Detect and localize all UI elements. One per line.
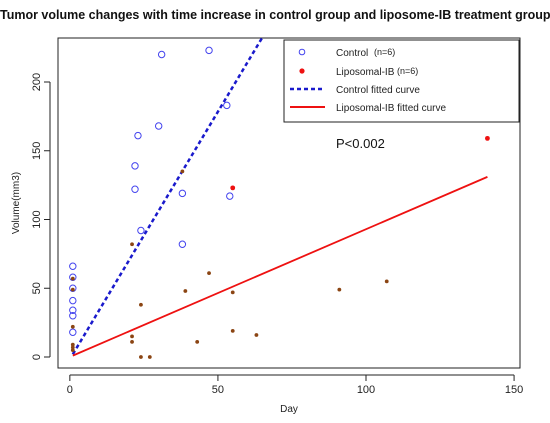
liposomal-point [147, 355, 152, 359]
control-point [137, 226, 145, 235]
axes: 0 50 100 150 0 50 100 150 200 [31, 73, 523, 396]
control-point [69, 312, 77, 320]
control-point [178, 240, 187, 248]
control-point [69, 296, 77, 305]
legend-control-marker [298, 48, 306, 56]
x-axis-label: Day [280, 404, 298, 415]
legend-control-n: (n=6) [374, 47, 395, 57]
liposomal-point [70, 276, 75, 281]
liposomal-point [139, 355, 143, 359]
legend-liposomal-marker [299, 68, 305, 74]
legend: Control (n=6) Liposomal-IB (n=6) Control… [283, 39, 520, 123]
y-tick-label: 150 [31, 142, 43, 160]
liposomal-point [384, 279, 389, 284]
liposomal-point [139, 302, 143, 307]
data-points [69, 46, 490, 359]
control-point [131, 185, 139, 193]
liposomal-point [180, 169, 185, 174]
legend-liposomal-fit-label: Liposomal-IB fitted curve [336, 103, 446, 114]
y-tick-label: 100 [31, 210, 43, 228]
x-tick-label: 0 [67, 384, 73, 396]
control-point [157, 50, 166, 59]
legend-liposomal-n: (n=6) [397, 66, 418, 76]
liposomal-point-red [230, 185, 236, 191]
liposomal-fitted-curve [72, 176, 488, 357]
control-fitted-curve [71, 38, 264, 355]
liposomal-point [230, 290, 235, 295]
liposomal-point [337, 287, 342, 292]
legend-box [283, 39, 520, 123]
control-point [134, 131, 142, 140]
liposomal-point [183, 289, 188, 293]
liposomal-point [130, 242, 134, 247]
control-point [205, 46, 213, 55]
liposomal-point [254, 333, 259, 337]
y-tick-label: 0 [31, 354, 43, 360]
liposomal-point-red [485, 135, 490, 141]
control-point [69, 306, 77, 314]
p-value-annotation: P<0.002 [336, 136, 385, 151]
y-axis-label: Volume(mm3) [11, 172, 22, 234]
x-tick-label: 50 [212, 384, 224, 396]
legend-liposomal-label: Liposomal-IB [336, 67, 395, 78]
liposomal-point [207, 271, 211, 276]
legend-control-fit-label: Control fitted curve [336, 85, 420, 96]
control-point [131, 162, 139, 170]
x-tick-label: 100 [357, 384, 375, 396]
chart-title: Tumor volume changes with time increase … [0, 8, 550, 22]
fitted-lines [71, 38, 488, 357]
liposomal-point [70, 324, 75, 329]
legend-control-label: Control [336, 48, 368, 59]
liposomal-point [130, 334, 134, 339]
liposomal-point [70, 342, 75, 347]
liposomal-point [70, 348, 75, 353]
control-point [226, 192, 234, 200]
control-point [154, 122, 163, 130]
control-point [69, 262, 77, 270]
liposomal-point [195, 339, 200, 344]
control-point [69, 328, 77, 336]
y-tick-label: 200 [31, 73, 43, 91]
liposomal-point [230, 328, 235, 333]
y-tick-label: 50 [31, 282, 43, 294]
liposomal-point [130, 339, 134, 344]
liposomal-point [70, 345, 75, 350]
control-point [223, 101, 231, 110]
plot-frame [57, 37, 521, 369]
liposomal-point [70, 287, 75, 292]
x-tick-label: 150 [505, 384, 523, 396]
control-point [178, 189, 187, 198]
